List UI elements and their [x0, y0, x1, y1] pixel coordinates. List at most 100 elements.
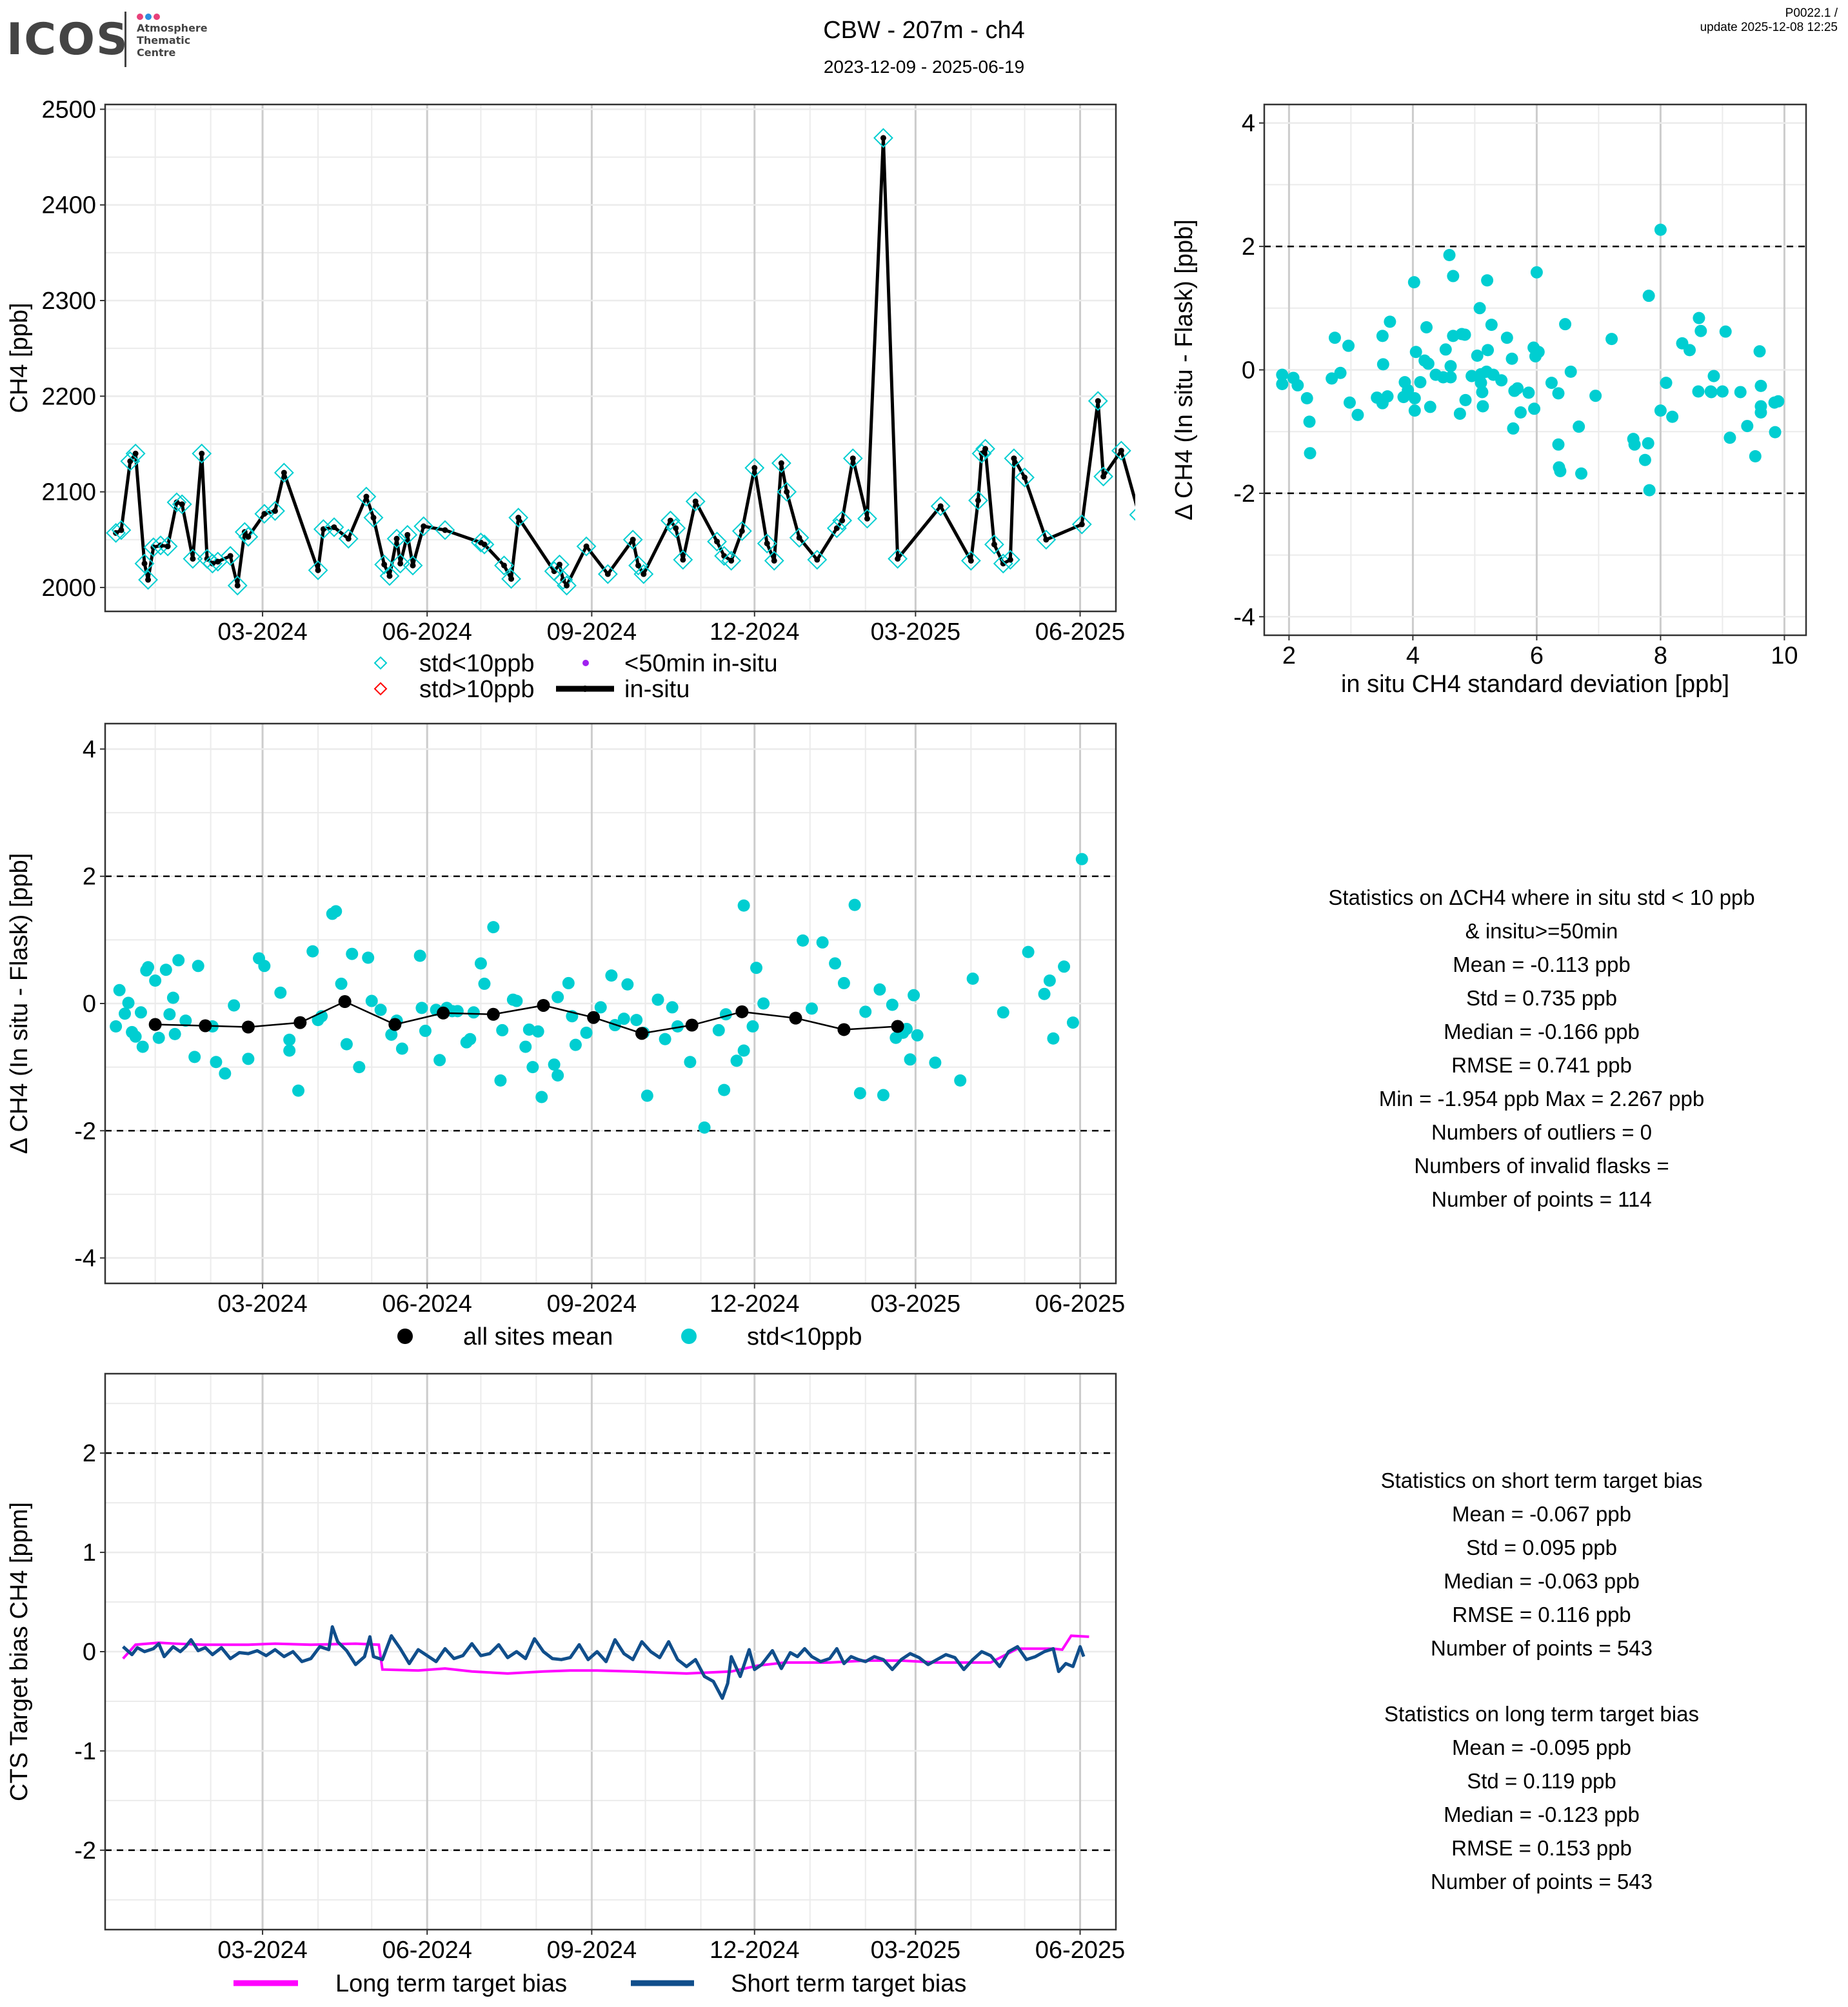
- scatter-point: [1342, 339, 1355, 352]
- flask-diamond-marker: [474, 534, 495, 555]
- flask-delta-point: [737, 899, 750, 912]
- scatter-point: [1741, 420, 1754, 433]
- in-situ-point: [141, 560, 148, 567]
- flask-diamond-marker: [150, 535, 171, 556]
- flask-delta-point: [415, 1002, 428, 1014]
- flask-delta-point: [451, 1005, 464, 1018]
- in-situ-point: [315, 567, 321, 573]
- x-tick-label: 12-2024: [710, 1290, 799, 1318]
- in-situ-point: [508, 576, 515, 582]
- scatter-point: [1326, 372, 1338, 385]
- x-tick-label: 10: [1771, 642, 1798, 669]
- y-tick-label: -2: [1233, 480, 1255, 508]
- flask-diamond-marker: [744, 458, 765, 478]
- legend-point-in-situ: [582, 686, 588, 692]
- all-sites-mean-point: [388, 1018, 402, 1031]
- scatter-point: [1642, 290, 1655, 302]
- flask-delta-point: [496, 1023, 509, 1036]
- icos-logo: ICOS: [6, 14, 129, 65]
- flask-delta-point: [210, 1056, 223, 1069]
- flask-delta-point: [806, 1002, 819, 1015]
- scatter-point: [1420, 321, 1433, 333]
- flask-delta-point: [419, 1024, 432, 1037]
- scatter-point: [1481, 274, 1494, 287]
- flask-diamond-marker: [313, 519, 333, 539]
- in-situ-point: [641, 571, 647, 577]
- stats-line: Numbers of invalid flasks =: [1414, 1154, 1669, 1178]
- plot-background: [105, 104, 1116, 611]
- stats-line: Number of points = 114: [1431, 1187, 1652, 1211]
- flask-delta-point: [659, 1033, 671, 1045]
- flask-delta-point: [886, 998, 899, 1011]
- flask-diamond-marker: [731, 521, 752, 541]
- flask-diamond-marker: [374, 554, 395, 575]
- legend-diamond-cyan: [373, 656, 388, 670]
- flask-diamond-marker: [234, 522, 255, 542]
- scatter-point: [1276, 368, 1289, 381]
- y-tick-label: 2: [83, 864, 96, 891]
- scatter-point: [1304, 447, 1316, 460]
- flask-delta-point: [848, 898, 861, 911]
- x-tick-label: 12-2024: [710, 618, 799, 646]
- flask-diamond-marker: [666, 518, 686, 539]
- logo-line: Thematic: [137, 34, 191, 46]
- stats-line: Number of points = 543: [1431, 1870, 1653, 1893]
- scatter-point: [1500, 331, 1513, 344]
- scatter-point: [1409, 346, 1422, 359]
- flask-delta-point: [1075, 853, 1088, 865]
- scatter-point: [1300, 392, 1313, 405]
- in-situ-point: [386, 573, 393, 579]
- flask-delta-point: [757, 997, 770, 1010]
- flask-delta-point: [330, 905, 343, 918]
- flask-delta-point: [478, 977, 491, 990]
- flask-diamond-marker: [888, 549, 908, 569]
- flask-delta-point: [395, 1042, 408, 1055]
- flask-delta-point: [797, 934, 810, 947]
- flask-delta-point: [829, 957, 842, 970]
- flask-diamond-marker: [111, 520, 132, 540]
- in-situ-point: [245, 533, 252, 540]
- flask-delta-point: [966, 973, 979, 985]
- flask-delta-point: [816, 936, 829, 949]
- flask-diamond-marker: [308, 560, 328, 580]
- y-axis-label: Δ CH4 (In situ - Flask) [ppb]: [1171, 219, 1198, 520]
- x-tick-label: 03-2025: [871, 618, 960, 646]
- y-tick-label: 2100: [41, 479, 96, 506]
- scatter-point: [1407, 276, 1420, 289]
- scatter-point: [1475, 377, 1487, 390]
- flask-delta-point: [1022, 945, 1035, 958]
- flask-delta-point: [413, 949, 426, 962]
- flask-delta-point: [152, 1031, 165, 1044]
- stats-line: Mean = -0.095 ppb: [1452, 1735, 1631, 1759]
- long-term-bias-statistics: Statistics on long term target bias Mean…: [1213, 1697, 1848, 1899]
- scatter-point: [1628, 438, 1641, 451]
- logo-dots: [137, 12, 162, 23]
- flask-diamond-marker: [390, 553, 411, 574]
- scatter-point: [1705, 386, 1718, 399]
- flask-diamond-marker: [984, 534, 1004, 555]
- in-situ-point: [968, 557, 974, 564]
- all-sites-mean-point: [486, 1007, 500, 1021]
- y-tick-label: 4: [1242, 110, 1255, 137]
- scatter-point: [1575, 467, 1588, 480]
- legend-label: <50min in-situ: [624, 650, 778, 677]
- stats-line: Std = 0.095 ppb: [1466, 1536, 1617, 1559]
- flask-diamond-marker: [138, 569, 158, 590]
- short-term-bias-statistics: Statistics on short term target bias Mea…: [1213, 1464, 1848, 1665]
- all-sites-mean-point: [293, 1016, 307, 1029]
- scatter-point: [1422, 357, 1435, 370]
- flask-delta-point: [192, 960, 204, 973]
- flask-diamond-marker: [857, 508, 877, 529]
- y-tick-label: -4: [74, 1245, 96, 1272]
- flask-delta-point: [119, 1007, 132, 1020]
- flask-delta-point: [163, 1008, 176, 1021]
- flask-delta-point: [954, 1074, 967, 1087]
- legend-label: std<10ppb: [747, 1323, 862, 1350]
- in-situ-point: [1118, 448, 1124, 454]
- flask-delta-point: [562, 976, 575, 989]
- flask-diamond-marker: [975, 439, 995, 459]
- version-label: P0022.1 /: [1785, 6, 1838, 20]
- flask-diamond-marker: [356, 486, 377, 507]
- flask-delta-point: [464, 1033, 477, 1045]
- flask-diamond-marker: [166, 492, 187, 513]
